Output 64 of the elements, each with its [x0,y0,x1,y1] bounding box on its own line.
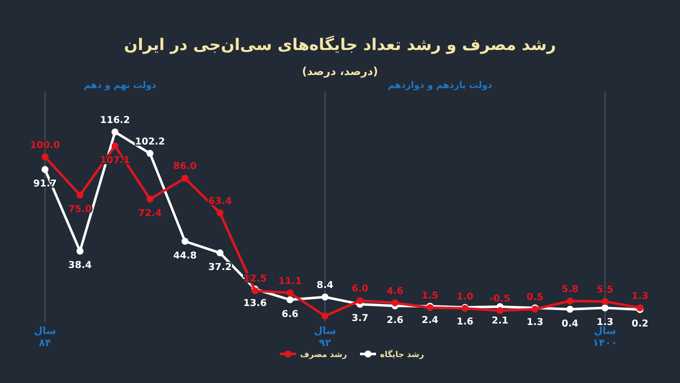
data-label: 100.0 [30,140,60,151]
point [182,174,188,182]
data-label: 6.6 [282,308,299,320]
data-label: 4.6 [386,286,404,297]
data-label: 1.3 [596,316,614,328]
point [42,166,48,174]
data-label: 1.6 [456,316,474,328]
point [216,209,224,216]
data-label: 13.6 [243,298,268,310]
data-label: 72.4 [138,208,162,220]
point [42,153,48,160]
point [392,299,398,306]
data-label: 37.2 [208,262,232,273]
legend-label: رشد مصرف [300,350,348,359]
point [112,142,118,150]
data-label: 3.7 [352,313,368,324]
data-label: 86.0 [173,161,198,172]
data-label: 1.3 [632,290,648,302]
data-label: 11.1 [278,276,302,287]
point [602,304,608,312]
point [146,150,154,157]
point [566,306,574,313]
data-label: -0.5 [490,294,510,305]
data-label: 2.4 [422,315,439,326]
x-tick-label: سال ۱۴۰۰ [592,326,618,349]
data-label: 8.4 [316,280,334,292]
point [322,312,328,320]
chart-subtitle: (درصد، درصد) [302,65,378,78]
data-label: 1.0 [456,291,474,302]
text: دولت یازدهم و دوازدهم [388,81,493,91]
point [322,294,328,301]
data-label: 0.2 [632,318,648,330]
data-label: 0.5 [526,292,544,304]
data-label: 0.4 [562,318,579,330]
data-label: 1.3 [526,316,544,328]
data-label: 1.5 [422,290,438,302]
data-label: 75.0 [68,204,92,216]
point [76,248,84,255]
data-label: 5.8 [562,284,579,295]
point [496,307,504,314]
data-label: 116.2 [100,115,130,126]
point [566,298,574,304]
point [216,249,224,256]
data-label: 6.0 [352,284,369,295]
data-label: 2.6 [386,314,404,326]
legend-label: رشد جایگاه [380,349,424,359]
data-label: 38.4 [68,260,92,272]
point [146,196,154,203]
data-label: 63.4 [208,196,232,207]
point [286,289,294,296]
point [182,238,188,245]
point [602,298,608,305]
data-label: 44.8 [173,250,198,262]
text: دولت نهم و دهم [84,81,157,91]
chart-title: رشد مصرف و رشد تعداد جایگاه‌های سی‌ان‌جی در ایران [124,35,556,54]
data-label: 102.2 [134,136,166,148]
point [356,297,364,304]
x-tick-label: سال ۸۴ [34,326,56,349]
point [286,296,294,304]
point [112,128,118,136]
data-label: 5.5 [596,284,614,296]
data-label: 2.1 [492,316,508,327]
point [76,192,84,199]
x-tick-label: سال ۹۲ [314,326,336,349]
